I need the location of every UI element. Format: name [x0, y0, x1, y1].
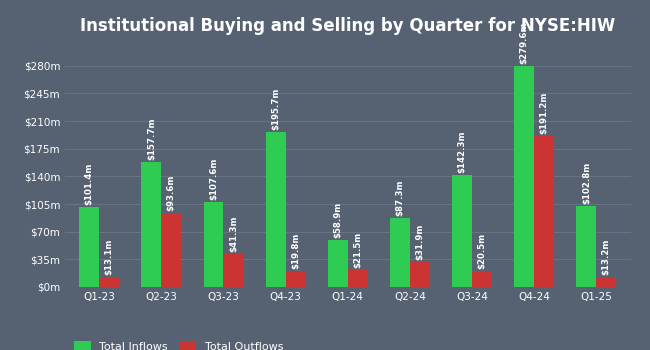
Bar	[514, 66, 534, 287]
Text: $19.8m: $19.8m	[291, 233, 300, 270]
Bar	[142, 162, 161, 287]
Text: $142.3m: $142.3m	[458, 130, 467, 173]
Bar	[596, 276, 616, 287]
Bar	[224, 254, 243, 287]
Bar	[410, 262, 430, 287]
Bar	[348, 270, 368, 287]
Bar	[79, 207, 99, 287]
Text: $58.9m: $58.9m	[333, 202, 343, 238]
Text: $279.6m: $279.6m	[520, 22, 528, 64]
Text: $93.6m: $93.6m	[167, 175, 176, 211]
Text: $195.7m: $195.7m	[271, 88, 280, 130]
Bar	[203, 202, 224, 287]
Text: $20.5m: $20.5m	[478, 233, 486, 269]
Bar	[472, 271, 492, 287]
Bar	[577, 206, 596, 287]
Bar	[452, 175, 472, 287]
Text: $102.8m: $102.8m	[582, 162, 591, 204]
Bar	[266, 132, 285, 287]
Bar	[390, 218, 410, 287]
Bar	[328, 240, 348, 287]
Bar	[161, 213, 181, 287]
Text: $13.2m: $13.2m	[602, 238, 611, 275]
Title: Institutional Buying and Selling by Quarter for NYSE:HIW: Institutional Buying and Selling by Quar…	[80, 17, 616, 35]
Text: $157.7m: $157.7m	[147, 118, 156, 160]
Legend: Total Inflows, Total Outflows: Total Inflows, Total Outflows	[71, 337, 287, 350]
Text: $13.1m: $13.1m	[105, 238, 114, 275]
Bar	[534, 136, 554, 287]
Text: $21.5m: $21.5m	[353, 232, 362, 268]
Text: $87.3m: $87.3m	[395, 180, 404, 216]
Text: $31.9m: $31.9m	[415, 223, 424, 260]
Text: $41.3m: $41.3m	[229, 216, 238, 252]
Text: $101.4m: $101.4m	[84, 162, 94, 205]
Bar	[99, 276, 119, 287]
Bar	[285, 271, 306, 287]
Text: $191.2m: $191.2m	[540, 92, 549, 134]
Text: $107.6m: $107.6m	[209, 158, 218, 200]
